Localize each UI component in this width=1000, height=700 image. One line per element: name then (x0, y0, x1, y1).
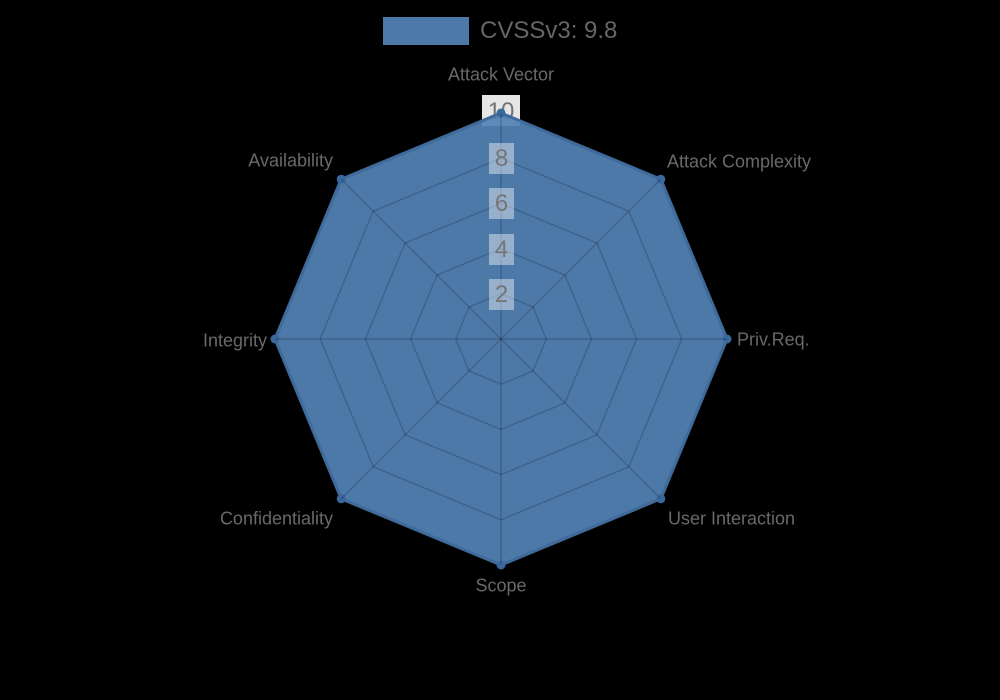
angle-line-5 (340, 338, 502, 500)
data-point-user-interaction[interactable] (656, 494, 666, 504)
axis-label-scope: Scope (475, 575, 527, 596)
grid-ring-4 (409, 247, 593, 431)
angle-line-3 (500, 338, 662, 500)
axis-label-availability: Availability (248, 150, 333, 171)
axis-label-user-interaction: User Interaction (668, 508, 796, 529)
grid-ring-8 (319, 157, 683, 521)
data-point-scope[interactable] (496, 560, 506, 570)
axis-label-priv-req: Priv.Req. (737, 329, 810, 350)
tick-label-4: 4 (489, 234, 514, 265)
tick-label-8: 8 (489, 143, 514, 174)
axis-label-attack-complexity: Attack Complexity (667, 151, 812, 172)
data-point-attack-vector[interactable] (496, 108, 506, 118)
angle-line-7 (340, 178, 502, 340)
grid-ring-6 (364, 202, 638, 476)
data-point-priv-req-[interactable] (722, 334, 732, 344)
axis-label-attack-vector: Attack Vector (447, 64, 555, 85)
legend-item[interactable]: CVSSv3: 9.8 (383, 17, 617, 45)
grid-ring-2 (454, 292, 548, 386)
series-area-group (270, 108, 732, 570)
data-point-availability[interactable] (336, 174, 346, 184)
grid-web-group (275, 113, 727, 565)
data-point-attack-complexity[interactable] (656, 174, 666, 184)
axis-label-integrity: Integrity (202, 330, 267, 351)
legend-label: CVSSv3: 9.8 (480, 17, 618, 44)
tick-label-2: 2 (489, 279, 514, 310)
axis-label-confidentiality: Confidentiality (219, 508, 333, 529)
legend-swatch (383, 17, 469, 45)
data-point-integrity[interactable] (270, 334, 280, 344)
angle-line-1 (500, 178, 662, 340)
data-point-confidentiality[interactable] (336, 494, 346, 504)
tick-label-6: 6 (489, 188, 514, 219)
